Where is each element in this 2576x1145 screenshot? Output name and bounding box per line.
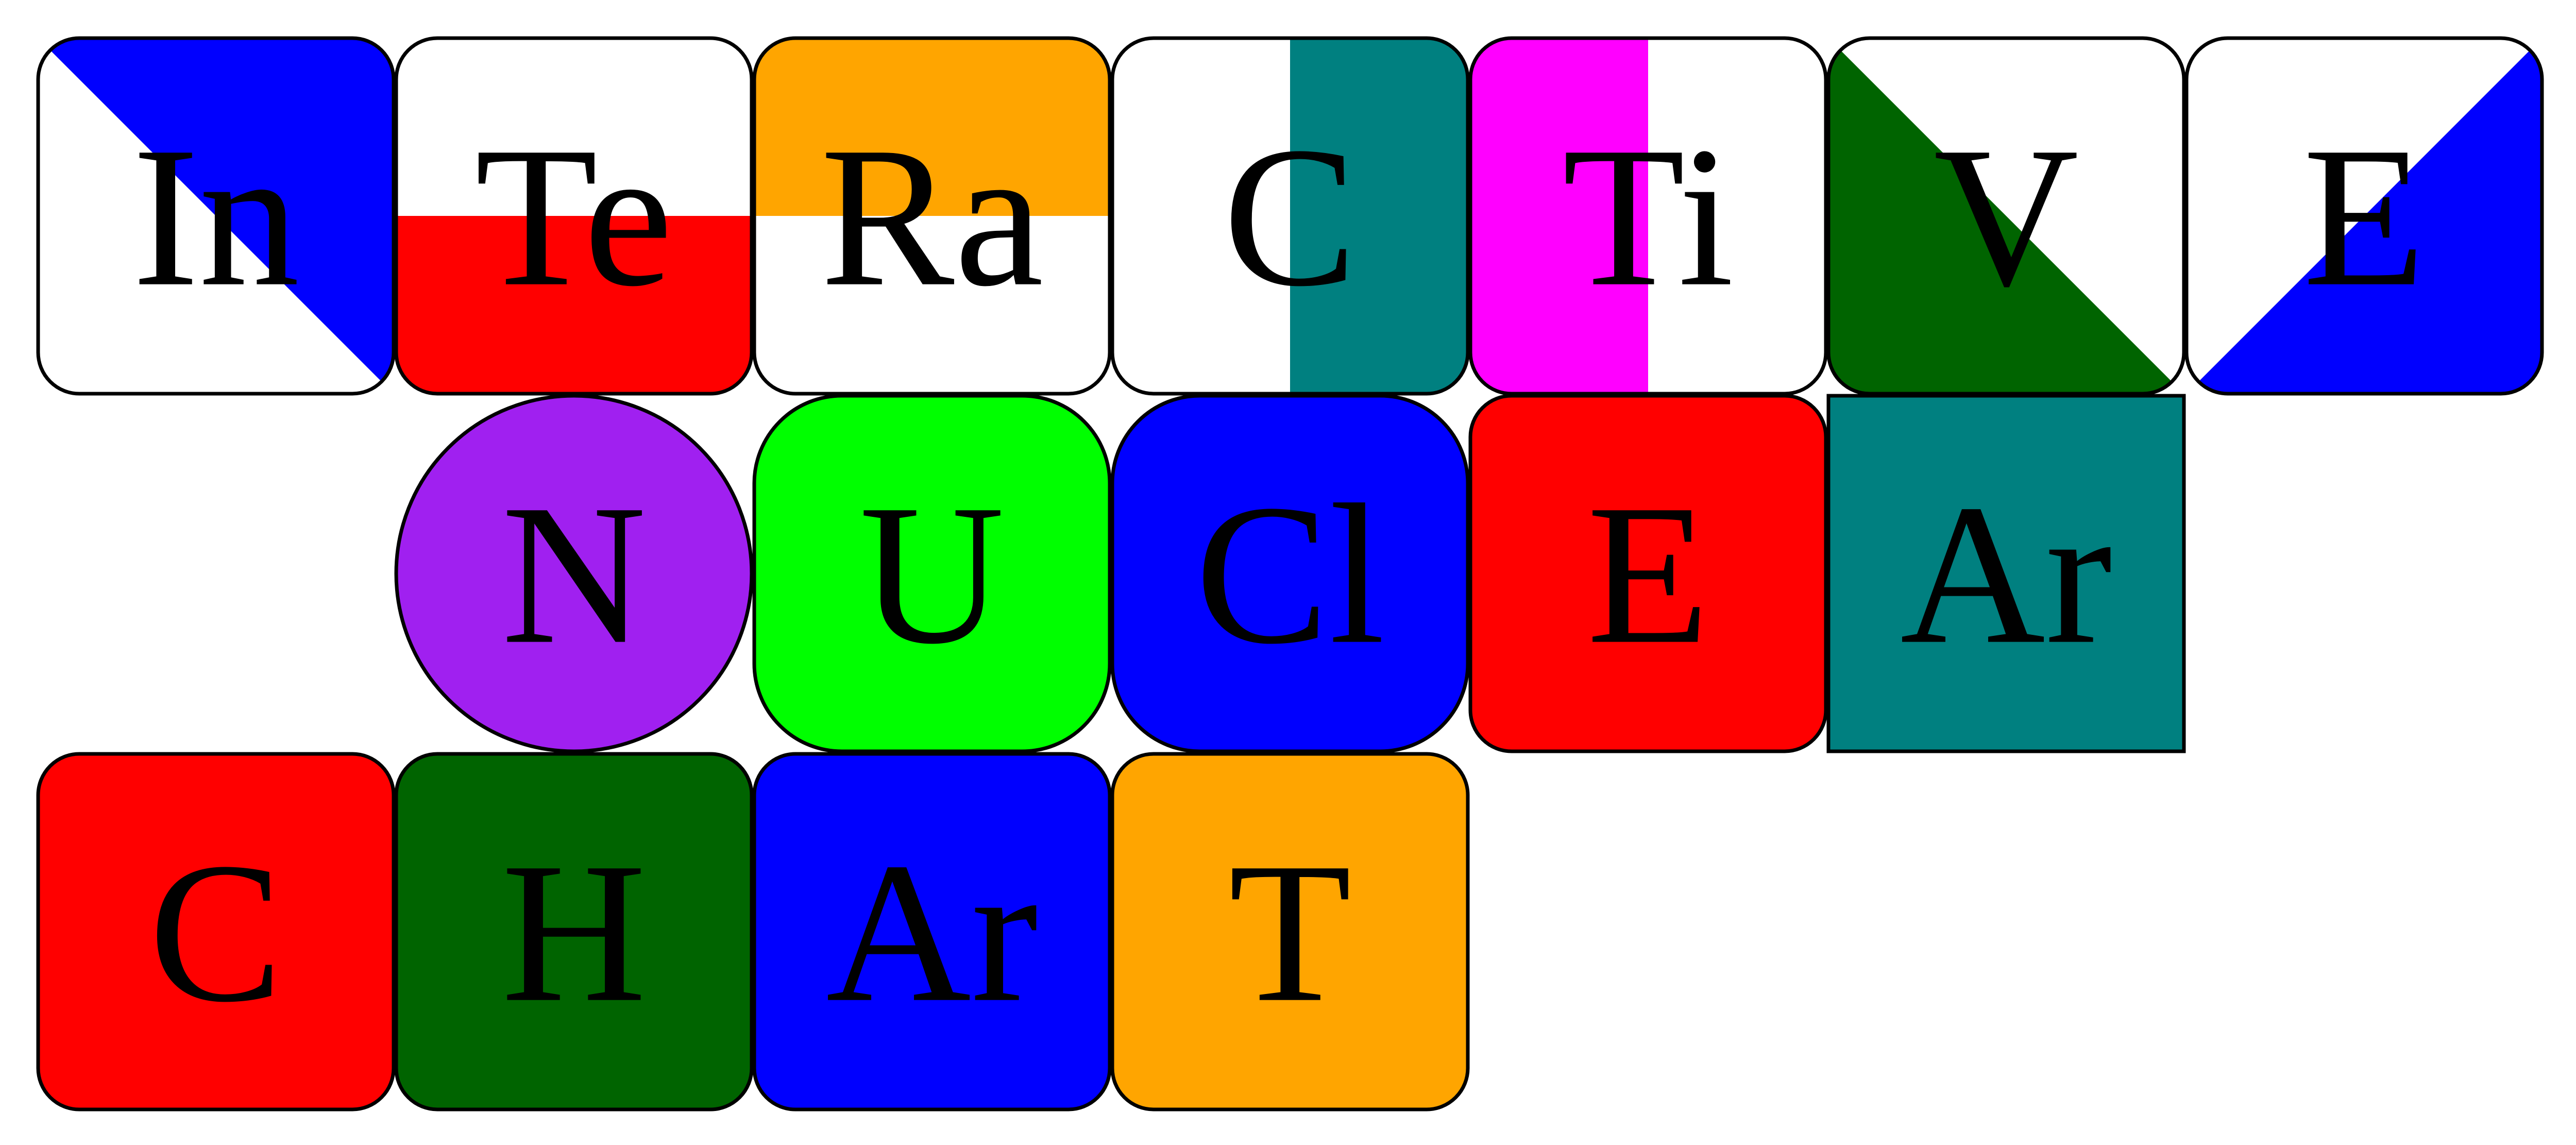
tile-outline xyxy=(1826,394,2186,753)
tile-row-nuclear: N U Cl E Ar xyxy=(394,394,2186,753)
tile-fill xyxy=(754,38,1110,394)
tile-outline xyxy=(1468,394,1828,753)
element-tile-ar: Ar xyxy=(1826,394,2186,753)
tile-outline xyxy=(1110,752,1470,1112)
tile-outline xyxy=(394,752,754,1112)
tile-fill xyxy=(38,38,394,394)
tile-fill xyxy=(396,396,752,751)
tile-fill xyxy=(754,396,1110,751)
tile-row-interactive: In Te Ra C Ti V E xyxy=(36,36,2544,396)
element-tile-v: V xyxy=(1826,36,2186,396)
tile-fill xyxy=(2187,38,2542,394)
tile-outline xyxy=(752,394,1112,753)
element-symbol: Te xyxy=(475,106,673,328)
tile-outline xyxy=(36,752,396,1112)
element-symbol: Ar xyxy=(826,821,1038,1044)
element-symbol: V xyxy=(1934,106,2079,328)
element-tile-n: N xyxy=(394,394,754,753)
element-symbol: C xyxy=(1223,106,1357,328)
element-symbol: T xyxy=(1229,821,1351,1044)
tile-fill xyxy=(396,754,752,1109)
tile-fill xyxy=(1828,396,2184,751)
element-tile-c: C xyxy=(1110,36,1470,396)
tile-fill xyxy=(1112,754,1468,1109)
tile-fill xyxy=(1470,396,1826,751)
tile-outline xyxy=(36,36,396,396)
element-symbol: E xyxy=(1587,463,1709,686)
tile-fill xyxy=(754,754,1110,1109)
tile-outline xyxy=(1110,394,1470,753)
tile-fill xyxy=(1112,38,1468,394)
tile-fill xyxy=(1470,38,1826,394)
tile-outline xyxy=(2184,36,2544,396)
element-symbol: Ar xyxy=(1900,463,2112,686)
element-symbol: N xyxy=(501,463,647,686)
tile-row-chart: C H Ar T xyxy=(36,752,1470,1112)
element-symbol: In xyxy=(132,106,300,328)
element-tile-e: E xyxy=(2184,36,2544,396)
element-symbol: C xyxy=(149,821,283,1044)
tile-outline xyxy=(1826,36,2186,396)
tile-outline xyxy=(1468,36,1828,396)
element-tile-c: C xyxy=(36,752,396,1112)
element-symbol: H xyxy=(501,821,647,1044)
tile-fill xyxy=(396,38,752,394)
element-symbol: U xyxy=(859,463,1005,686)
element-symbol: Cl xyxy=(1195,463,1385,686)
tile-fill xyxy=(38,754,394,1109)
tile-outline xyxy=(1110,36,1470,396)
element-tile-cl: Cl xyxy=(1110,394,1470,753)
element-tile-in: In xyxy=(36,36,396,396)
element-symbol: Ra xyxy=(820,106,1043,328)
element-symbol: E xyxy=(2303,106,2426,328)
element-tile-te: Te xyxy=(394,36,754,396)
element-tile-ti: Ti xyxy=(1468,36,1828,396)
element-tile-ar: Ar xyxy=(752,752,1112,1112)
tile-outline xyxy=(752,752,1112,1112)
tile-outline xyxy=(752,36,1112,396)
tile-fill xyxy=(1828,38,2184,394)
tile-outline xyxy=(394,36,754,396)
element-tile-ra: Ra xyxy=(752,36,1112,396)
tile-outline xyxy=(394,394,754,753)
element-tile-h: H xyxy=(394,752,754,1112)
element-tile-u: U xyxy=(752,394,1112,753)
element-tile-t: T xyxy=(1110,752,1470,1112)
tile-fill xyxy=(1112,396,1468,751)
element-tile-e: E xyxy=(1468,394,1828,753)
element-symbol: Ti xyxy=(1563,106,1734,328)
